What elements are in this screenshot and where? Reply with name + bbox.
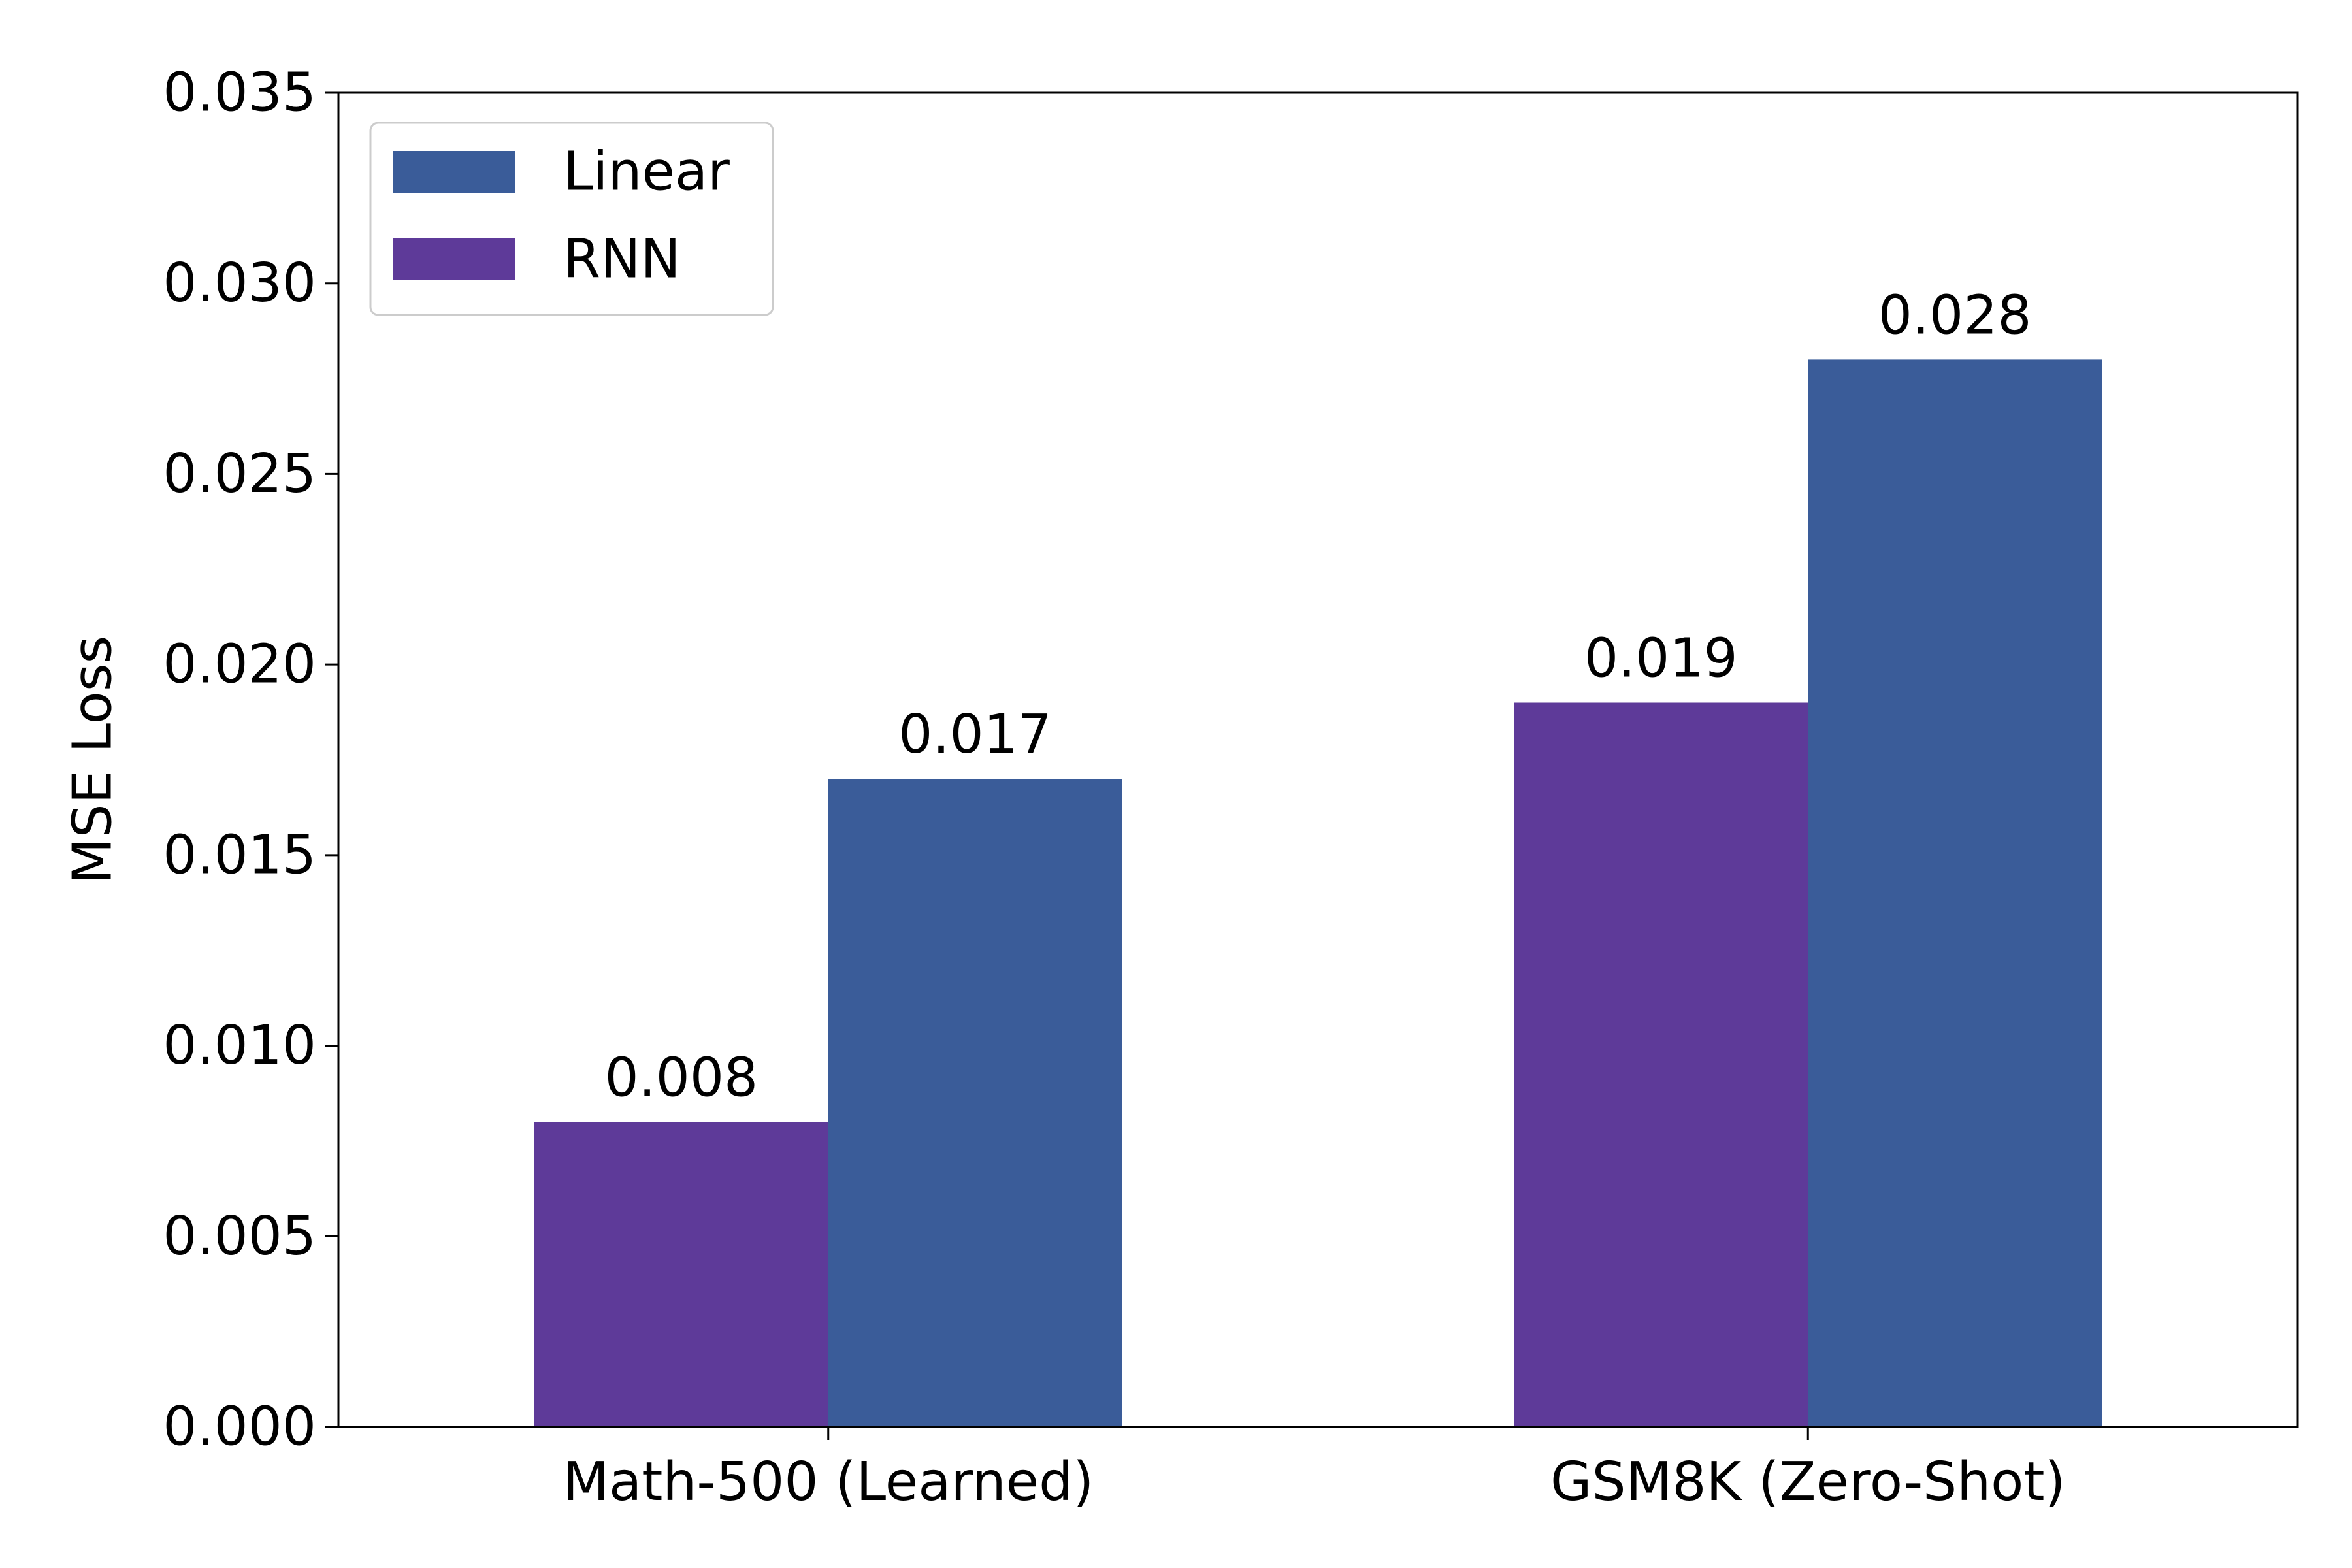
x-tick-label: Math-500 (Learned) bbox=[563, 1451, 1094, 1513]
x-axis-ticks: Math-500 (Learned) GSM8K (Zero-Shot) bbox=[563, 1427, 2066, 1513]
y-tick-label: 0.015 bbox=[163, 824, 316, 886]
y-tick-label: 0.030 bbox=[163, 252, 316, 314]
data-label-rnn-0: 0.008 bbox=[604, 1047, 758, 1109]
y-axis-title: MSE Loss bbox=[62, 636, 124, 885]
y-tick-label: 0.000 bbox=[163, 1396, 316, 1458]
legend: Linear RNN bbox=[369, 122, 774, 316]
y-tick-label: 0.010 bbox=[163, 1015, 316, 1077]
bar-linear-1 bbox=[1808, 359, 2102, 1427]
data-label-linear-1: 0.028 bbox=[1878, 284, 2032, 346]
legend-label-linear: Linear bbox=[563, 141, 730, 203]
y-tick-label: 0.020 bbox=[163, 634, 316, 696]
bar-linear-0 bbox=[828, 779, 1122, 1427]
data-labels-group: 0.008 0.019 0.017 0.028 bbox=[604, 284, 2031, 1109]
data-label-rnn-1: 0.019 bbox=[1584, 627, 1738, 689]
legend-swatch-linear bbox=[393, 151, 515, 193]
y-tick-label: 0.035 bbox=[163, 62, 316, 124]
x-tick-label: GSM8K (Zero-Shot) bbox=[1550, 1451, 2066, 1513]
y-tick-label: 0.025 bbox=[163, 443, 316, 505]
bars-group bbox=[534, 359, 2102, 1427]
y-axis-ticks: 0.000 0.005 0.010 0.015 0.020 0.025 0.030 0.035 bbox=[163, 62, 338, 1458]
y-tick-label: 0.005 bbox=[163, 1205, 316, 1267]
bar-rnn-1 bbox=[1514, 702, 1808, 1427]
legend-label-rnn: RNN bbox=[563, 229, 681, 291]
bar-rnn-0 bbox=[534, 1122, 828, 1427]
plot-frame bbox=[337, 91, 2299, 1428]
data-label-linear-0: 0.017 bbox=[898, 704, 1052, 766]
legend-swatch-rnn bbox=[393, 238, 515, 280]
